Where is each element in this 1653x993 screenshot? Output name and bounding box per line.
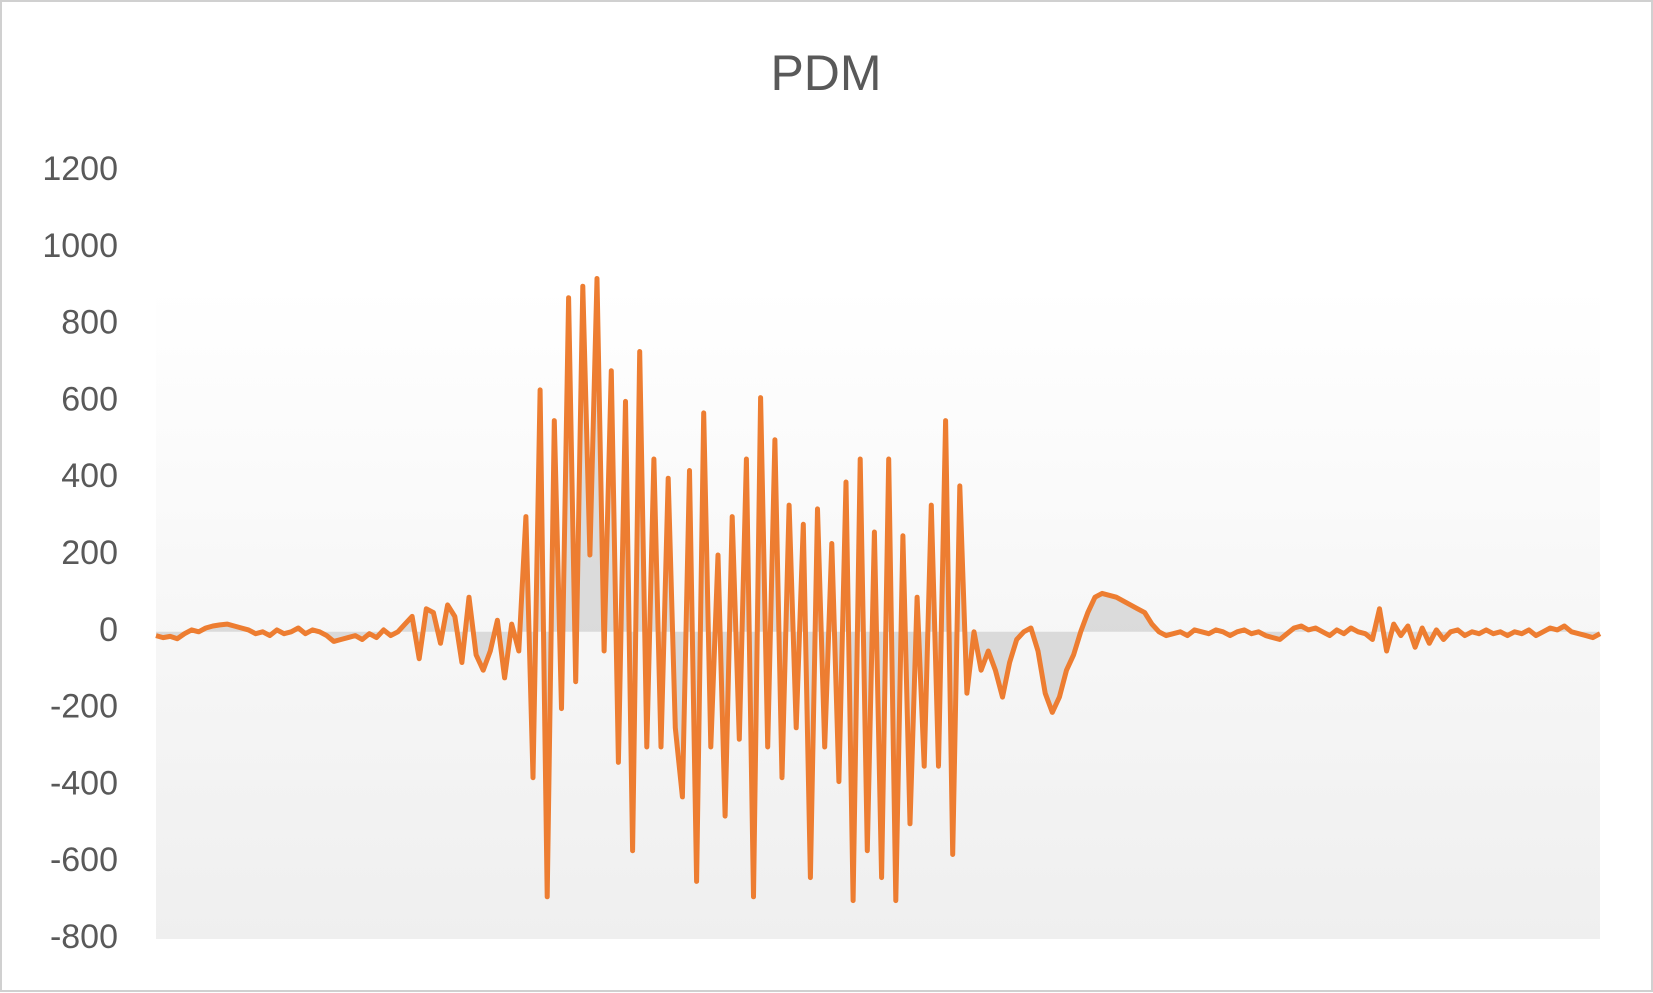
y-tick-label: -600	[50, 841, 118, 879]
y-tick-label: 600	[61, 380, 118, 418]
y-tick-label: 400	[61, 457, 118, 495]
y-tick-label: 200	[61, 534, 118, 572]
y-tick-label: 0	[99, 611, 118, 649]
y-tick-label: 1200	[42, 150, 118, 188]
y-tick-label: -400	[50, 764, 118, 802]
line	[155, 276, 1602, 904]
y-tick-label: 1000	[42, 227, 118, 265]
chart-title: PDM	[770, 45, 881, 101]
y-tick-label: 800	[61, 304, 118, 342]
y-tick-label: -200	[50, 688, 118, 726]
y-tick-label: -800	[50, 918, 118, 956]
